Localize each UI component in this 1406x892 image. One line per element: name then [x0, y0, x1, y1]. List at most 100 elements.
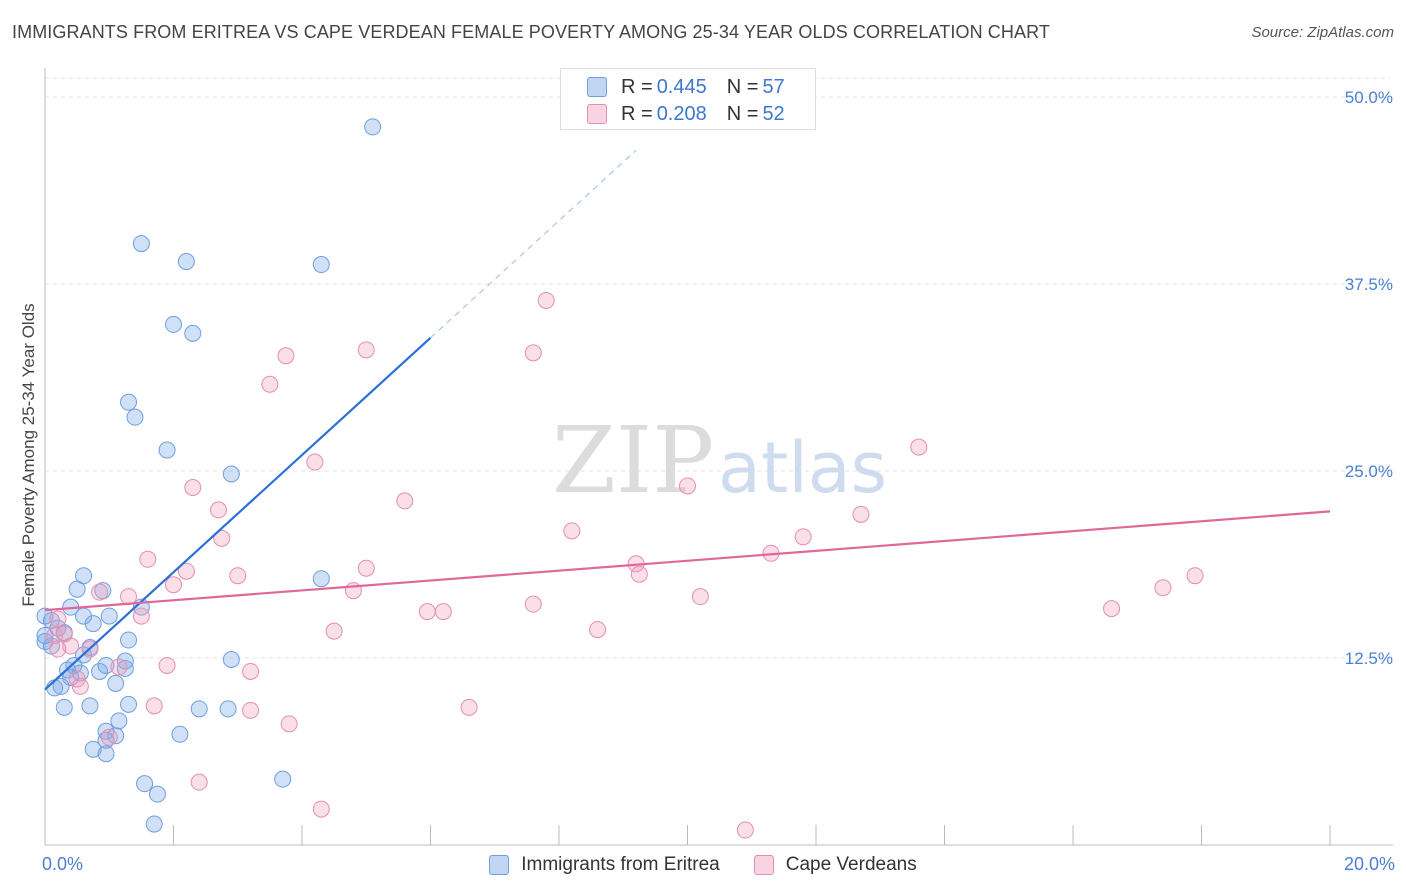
watermark: ZIP atlas — [552, 407, 887, 514]
point-cape-verdean — [325, 622, 343, 640]
point-eritrea — [107, 727, 125, 745]
point-eritrea — [36, 627, 54, 645]
legend-item-cape-verdean[interactable]: Cape Verdeans — [753, 854, 917, 876]
point-eritrea — [84, 740, 102, 758]
point-eritrea — [100, 607, 118, 625]
point-cape-verdean — [418, 603, 436, 621]
legend-r-value-cape-verdean: 0.208 — [656, 102, 707, 125]
point-cape-verdean — [306, 453, 324, 471]
y-tick-label: 37.5% — [1345, 275, 1393, 294]
point-eritrea — [158, 441, 176, 459]
legend-n-label: N = — [726, 75, 759, 98]
point-cape-verdean — [190, 773, 208, 791]
trend-extension-eritrea — [430, 149, 637, 339]
legend-r-label: R = — [621, 75, 653, 98]
point-cape-verdean — [434, 603, 452, 621]
legend-n-label: N = — [726, 102, 759, 125]
point-eritrea — [219, 700, 237, 718]
point-eritrea — [145, 815, 163, 833]
x-tick-label: 20.0% — [1344, 854, 1395, 874]
point-eritrea — [55, 698, 73, 716]
point-cape-verdean — [563, 522, 581, 540]
point-cape-verdean — [62, 637, 80, 655]
point-eritrea — [97, 656, 115, 674]
legend-swatch-cape-verdean — [753, 855, 774, 875]
legend-r-value-eritrea: 0.445 — [656, 75, 707, 98]
y-tick-label: 25.0% — [1345, 462, 1393, 481]
point-cape-verdean — [589, 621, 607, 639]
point-cape-verdean — [1103, 600, 1121, 618]
point-eritrea — [107, 674, 125, 692]
point-eritrea — [52, 677, 70, 695]
point-eritrea — [274, 770, 292, 788]
point-cape-verdean — [177, 562, 195, 580]
point-eritrea — [222, 465, 240, 483]
point-eritrea — [36, 607, 54, 625]
point-eritrea — [364, 118, 382, 136]
point-cape-verdean — [229, 567, 247, 585]
point-eritrea — [312, 570, 330, 588]
point-cape-verdean — [165, 576, 182, 594]
point-eritrea — [148, 785, 166, 803]
point-eritrea — [81, 697, 99, 715]
point-cape-verdean — [49, 640, 67, 658]
point-cape-verdean — [158, 656, 176, 674]
point-cape-verdean — [910, 438, 928, 456]
legend-swatch-eritrea — [489, 855, 510, 875]
point-cape-verdean — [679, 477, 696, 495]
point-cape-verdean — [139, 550, 157, 568]
point-cape-verdean — [396, 492, 414, 510]
watermark-zip: ZIP — [552, 407, 714, 514]
x-tick-label: 0.0% — [42, 854, 83, 874]
point-cape-verdean — [242, 662, 260, 680]
point-cape-verdean — [524, 344, 542, 362]
source-label: Source: ZipAtlas.com — [1251, 24, 1394, 41]
point-cape-verdean — [184, 478, 202, 496]
point-eritrea — [136, 775, 154, 793]
point-eritrea — [171, 725, 189, 743]
point-cape-verdean — [132, 607, 150, 625]
data-points — [36, 118, 1204, 839]
trend-lines — [44, 149, 1331, 691]
legend-swatch-cape-verdean — [587, 104, 607, 124]
series-legend: Immigrants from Eritrea Cape Verdeans — [0, 850, 1406, 880]
axes — [44, 68, 1393, 846]
point-eritrea — [132, 235, 150, 253]
point-cape-verdean — [49, 610, 67, 628]
legend-swatch-eritrea — [587, 77, 607, 97]
point-eritrea — [190, 700, 208, 718]
point-cape-verdean — [100, 728, 118, 746]
point-eritrea — [46, 679, 64, 697]
legend-item-eritrea[interactable]: Immigrants from Eritrea — [489, 854, 720, 876]
axis-labels: Female Poverty Among 25-34 Year Olds 12.… — [19, 88, 1395, 874]
point-eritrea — [91, 662, 109, 680]
point-eritrea — [165, 315, 182, 333]
legend-n-value-eritrea: 57 — [762, 75, 785, 98]
point-eritrea — [184, 324, 202, 342]
y-tick-label: 12.5% — [1345, 649, 1393, 668]
point-cape-verdean — [357, 559, 375, 577]
legend-label-eritrea: Immigrants from Eritrea — [521, 854, 720, 875]
point-eritrea — [120, 631, 138, 649]
point-eritrea — [97, 745, 115, 763]
correlation-legend: R = 0.445 N = 57 R = 0.208 N = 52 — [560, 68, 816, 130]
point-cape-verdean — [524, 595, 542, 613]
point-cape-verdean — [242, 701, 260, 719]
point-cape-verdean — [280, 715, 298, 733]
watermark-atlas: atlas — [718, 427, 887, 509]
point-cape-verdean — [736, 821, 754, 839]
point-cape-verdean — [71, 677, 89, 695]
point-eritrea — [116, 659, 134, 677]
point-cape-verdean — [357, 341, 375, 359]
point-eritrea — [177, 253, 195, 271]
point-cape-verdean — [277, 347, 295, 365]
point-eritrea — [110, 712, 128, 730]
point-cape-verdean — [213, 529, 231, 547]
y-axis-label: Female Poverty Among 25-34 Year Olds — [19, 303, 38, 606]
point-cape-verdean — [794, 528, 812, 546]
legend-row-eritrea: R = 0.445 N = 57 — [587, 75, 785, 99]
point-cape-verdean — [460, 698, 478, 716]
point-eritrea — [120, 695, 138, 713]
trend-line-cape-verdean — [44, 510, 1331, 612]
